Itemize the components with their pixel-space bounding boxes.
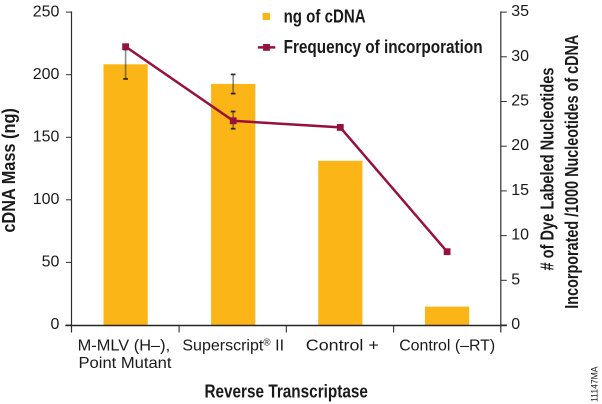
svg-text:0: 0 [50, 316, 59, 333]
svg-text:250: 250 [33, 3, 60, 20]
svg-text:Incorporated /1000 Nucleotides: Incorporated /1000 Nucleotides of cDNA [562, 35, 582, 309]
svg-text:0: 0 [511, 316, 520, 333]
svg-text:# of Dye Labeled Nucleotides: # of Dye Labeled Nucleotides [538, 68, 558, 271]
svg-text:15: 15 [511, 182, 529, 199]
svg-text:5: 5 [511, 271, 520, 288]
svg-text:Superscript® II: Superscript® II [182, 337, 284, 354]
svg-text:Control +: Control + [306, 337, 379, 354]
svg-text:Frequency of incorporation: Frequency of incorporation [284, 37, 483, 57]
svg-text:25: 25 [511, 93, 529, 110]
svg-text:35: 35 [511, 3, 529, 20]
svg-text:Reverse Transcriptase: Reverse Transcriptase [204, 382, 368, 402]
svg-text:100: 100 [33, 191, 60, 208]
svg-text:Control (–RT): Control (–RT) [399, 337, 495, 354]
svg-text:Point Mutant: Point Mutant [79, 355, 173, 372]
svg-text:11147MA: 11147MA [590, 366, 600, 402]
svg-text:10: 10 [511, 227, 529, 244]
svg-text:20: 20 [511, 137, 529, 154]
svg-text:ng of cDNA: ng of cDNA [284, 7, 366, 27]
svg-text:150: 150 [33, 129, 60, 146]
svg-text:50: 50 [42, 254, 60, 271]
svg-text:M-MLV (H–),: M-MLV (H–), [78, 337, 171, 354]
svg-text:30: 30 [511, 48, 529, 65]
svg-text:200: 200 [33, 66, 60, 83]
svg-text:cDNA Mass (ng): cDNA Mass (ng) [0, 108, 19, 233]
